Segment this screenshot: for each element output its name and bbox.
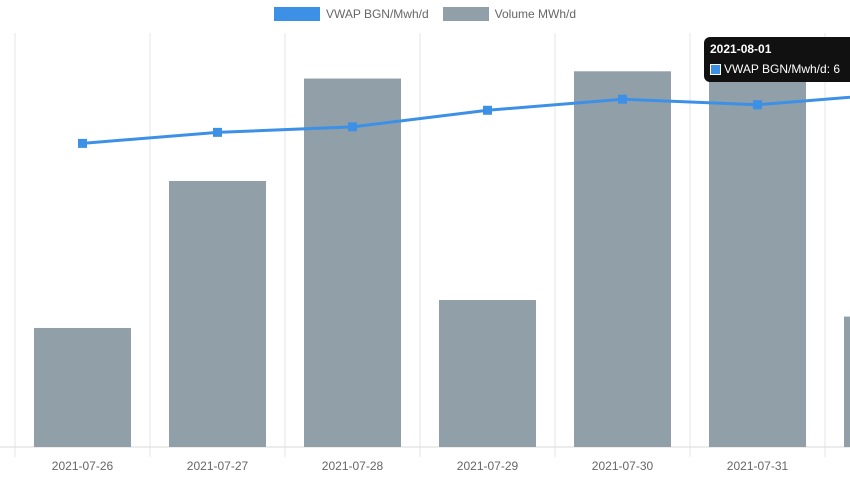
legend-swatch-volume bbox=[442, 7, 489, 21]
tooltip-swatch bbox=[710, 63, 721, 75]
chart-legend: VWAP BGN/Mwh/d Volume MWh/d bbox=[0, 7, 850, 21]
bar-volume-2021-07-28[interactable] bbox=[304, 78, 401, 447]
point-vwap-2021-07-26[interactable] bbox=[78, 138, 87, 148]
tooltip-row: VWAP BGN/Mwh/d: 6 bbox=[710, 62, 850, 76]
x-tick-label: 2021-07-31 bbox=[727, 459, 789, 473]
bar-volume-2021-07-31[interactable] bbox=[709, 78, 806, 447]
chart-tooltip: 2021-08-01 VWAP BGN/Mwh/d: 6 bbox=[704, 37, 850, 82]
point-vwap-2021-07-29[interactable] bbox=[483, 105, 492, 115]
legend-swatch-vwap bbox=[273, 7, 320, 21]
bar-volume-2021-07-30[interactable] bbox=[574, 71, 671, 448]
bar-volume-2021-07-27[interactable] bbox=[169, 181, 266, 447]
tooltip-title: 2021-08-01 bbox=[710, 42, 772, 56]
x-tick-label: 2021-07-26 bbox=[52, 459, 114, 473]
x-tick-label: 2021-07-27 bbox=[187, 459, 249, 473]
x-tick-label: 2021-07-29 bbox=[457, 459, 519, 473]
legend-label-vwap: VWAP BGN/Mwh/d bbox=[325, 7, 429, 21]
x-tick-label: 2021-07-28 bbox=[322, 459, 384, 473]
point-vwap-2021-07-27[interactable] bbox=[213, 127, 222, 137]
point-vwap-2021-07-28[interactable] bbox=[348, 122, 357, 132]
bar-volume-2021-08-01[interactable] bbox=[844, 316, 850, 447]
tooltip-value: VWAP BGN/Mwh/d: 6 bbox=[724, 62, 841, 76]
legend-label-volume: Volume MWh/d bbox=[494, 7, 577, 21]
legend-item-volume[interactable]: Volume MWh/d bbox=[442, 7, 577, 21]
bar-volume-2021-07-26[interactable] bbox=[34, 327, 131, 447]
point-vwap-2021-07-30[interactable] bbox=[618, 94, 627, 104]
bar-volume-2021-07-29[interactable] bbox=[439, 300, 536, 447]
point-vwap-2021-07-31[interactable] bbox=[753, 100, 762, 110]
x-tick-label: 2021-07-30 bbox=[592, 459, 654, 473]
legend-item-vwap[interactable]: VWAP BGN/Mwh/d bbox=[273, 7, 429, 21]
